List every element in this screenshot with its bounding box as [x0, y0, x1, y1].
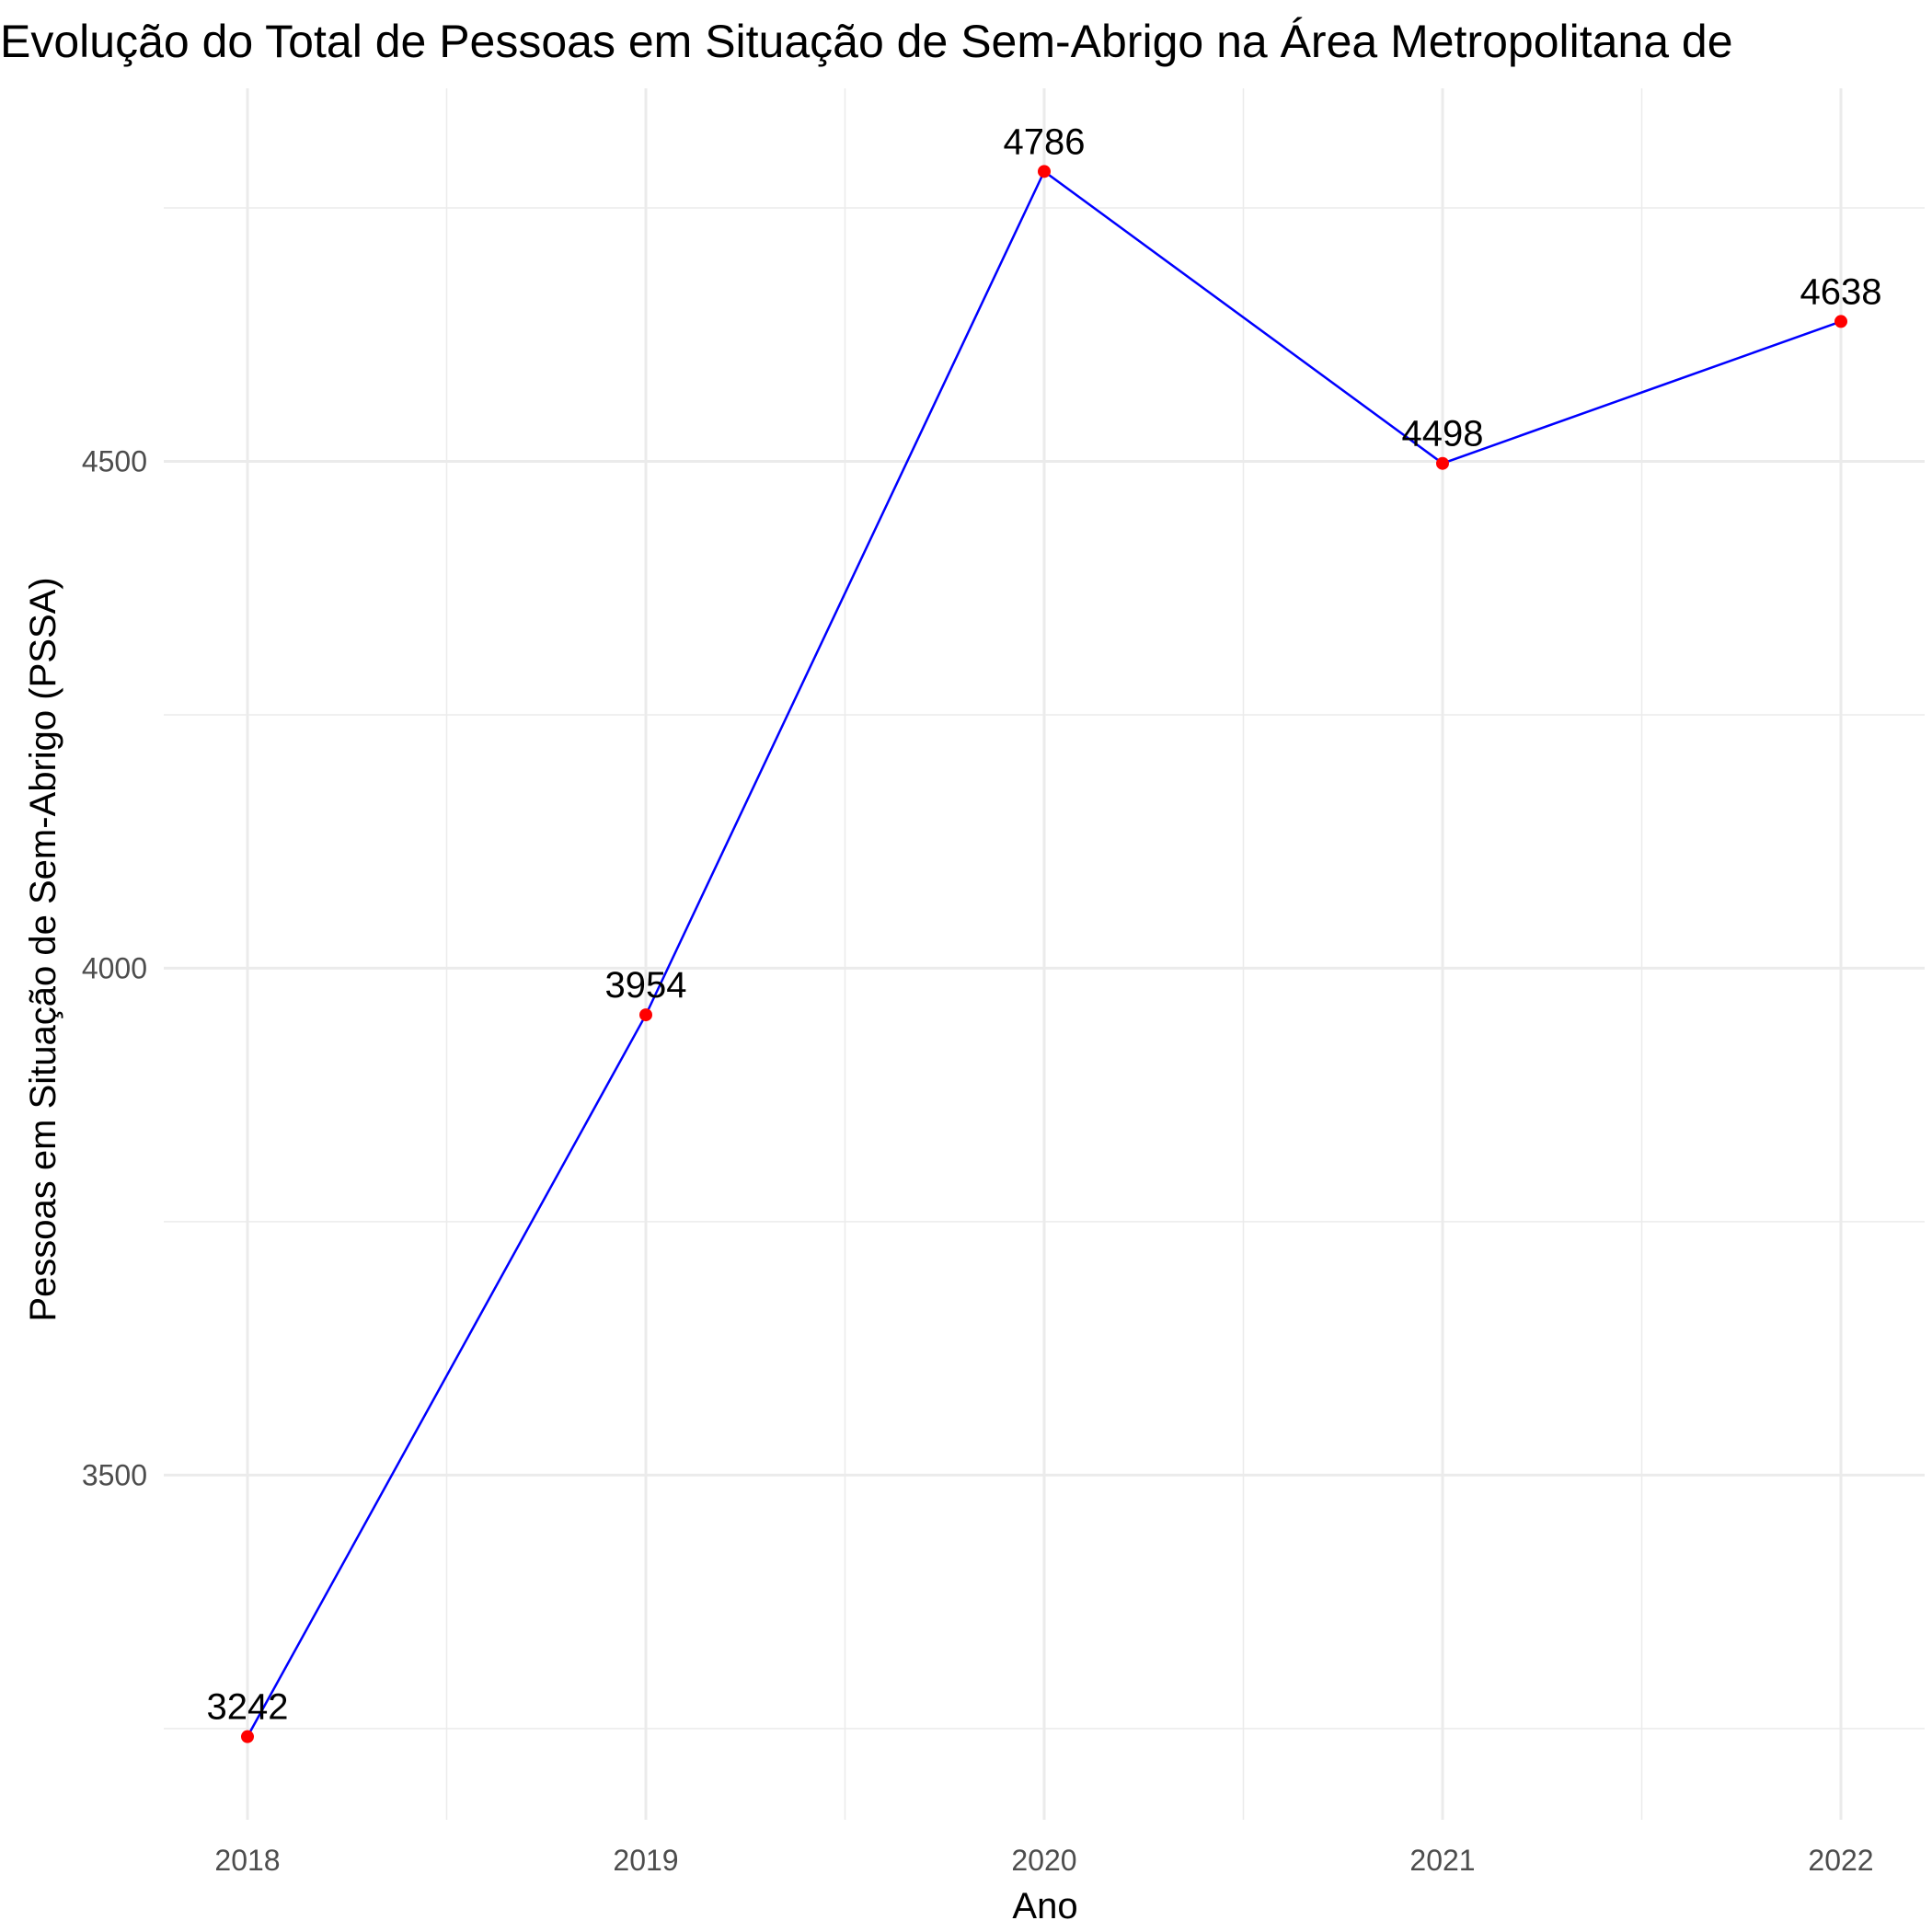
- y-tick-label: 3500: [82, 1458, 147, 1491]
- x-tick-label: 2020: [1011, 1844, 1076, 1877]
- data-point: [1038, 165, 1051, 178]
- y-tick-label: 4000: [82, 951, 147, 984]
- data-point: [241, 1730, 254, 1743]
- data-label: 4786: [1004, 121, 1086, 162]
- data-labels-layer: 3242 3954 4786 4498 4638: [207, 121, 1882, 1727]
- chart-title: Evolução do Total de Pessoas em Situação…: [0, 16, 1733, 67]
- data-point: [1436, 456, 1449, 470]
- y-tick-labels: 3500 4000 4500: [82, 444, 147, 1491]
- points-layer: [241, 165, 1847, 1743]
- data-label: 3954: [605, 965, 687, 1006]
- data-label: 4638: [1800, 271, 1882, 312]
- x-tick-label: 2018: [214, 1844, 280, 1877]
- data-point: [639, 1008, 652, 1022]
- x-tick-label: 2022: [1808, 1844, 1873, 1877]
- data-label: 3242: [207, 1687, 289, 1728]
- data-point: [1834, 315, 1847, 328]
- y-axis-title: Pessoas em Situação de Sem-Abrigo (PSSA): [23, 577, 63, 1321]
- x-axis-title: Ano: [1012, 1886, 1077, 1926]
- data-label: 4498: [1402, 414, 1484, 454]
- major-gridlines: [164, 88, 1925, 1820]
- x-tick-labels: 2018 2019 2020 2021 2022: [214, 1844, 1873, 1877]
- y-tick-label: 4500: [82, 444, 147, 477]
- x-tick-label: 2021: [1409, 1844, 1475, 1877]
- x-tick-label: 2019: [613, 1844, 678, 1877]
